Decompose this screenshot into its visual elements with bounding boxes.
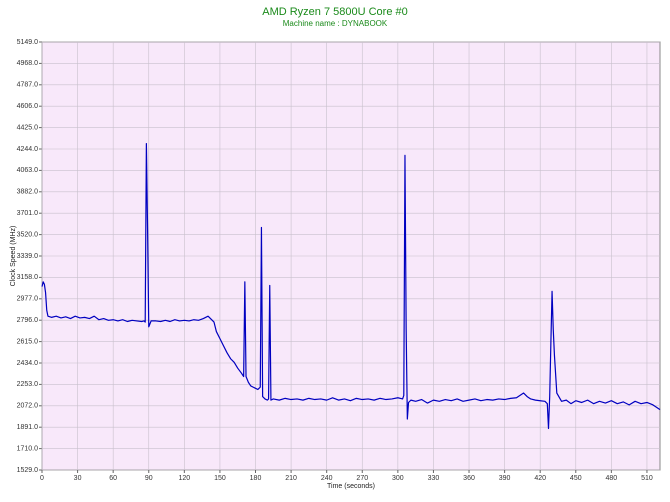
chart-subtitle: Machine name : DYNABOOK <box>283 19 388 28</box>
y-tick-label: 1710.0 <box>17 445 39 452</box>
y-tick-label: 2796.0 <box>17 317 39 324</box>
y-tick-label: 1529.0 <box>17 467 39 474</box>
y-tick-label: 3339.0 <box>17 253 39 260</box>
y-tick-label: 2615.0 <box>17 338 39 345</box>
y-tick-label: 4244.0 <box>17 146 39 153</box>
y-tick-label: 3882.0 <box>17 189 39 196</box>
y-tick-label: 4606.0 <box>17 103 39 110</box>
y-tick-label: 2434.0 <box>17 360 39 367</box>
x-tick-label: 240 <box>321 475 333 482</box>
y-tick-label: 1891.0 <box>17 424 39 431</box>
y-tick-label: 3701.0 <box>17 210 39 217</box>
x-tick-label: 180 <box>250 475 262 482</box>
y-tick-label: 3520.0 <box>17 231 39 238</box>
y-tick-label: 3158.0 <box>17 274 39 281</box>
x-tick-label: 330 <box>428 475 440 482</box>
x-tick-label: 150 <box>214 475 226 482</box>
x-tick-label: 0 <box>40 475 44 482</box>
x-axis-label: Time (seconds) <box>327 483 375 490</box>
x-tick-label: 390 <box>499 475 511 482</box>
y-tick-label: 2072.0 <box>17 403 39 410</box>
x-tick-label: 90 <box>145 475 153 482</box>
y-tick-label: 2253.0 <box>17 381 39 388</box>
x-tick-label: 210 <box>285 475 297 482</box>
y-axis-label: Clock Speed (MHz) <box>10 226 17 287</box>
y-tick-label: 4063.0 <box>17 167 39 174</box>
y-tick-label: 4787.0 <box>17 82 39 89</box>
x-tick-label: 510 <box>641 475 653 482</box>
chart-title: AMD Ryzen 7 5800U Core #0 <box>262 6 408 18</box>
x-tick-label: 360 <box>463 475 475 482</box>
x-tick-label: 480 <box>606 475 618 482</box>
x-tick-label: 300 <box>392 475 404 482</box>
data-line <box>41 142 661 430</box>
y-tick-label: 5149.0 <box>17 39 39 46</box>
y-tick-label: 4425.0 <box>17 124 39 131</box>
x-tick-label: 60 <box>109 475 117 482</box>
x-tick-label: 270 <box>356 475 368 482</box>
x-tick-label: 30 <box>74 475 82 482</box>
x-tick-label: 450 <box>570 475 582 482</box>
y-tick-label: 4968.0 <box>17 60 39 67</box>
y-tick-label: 2977.0 <box>17 296 39 303</box>
x-tick-label: 420 <box>534 475 546 482</box>
x-tick-label: 120 <box>178 475 190 482</box>
